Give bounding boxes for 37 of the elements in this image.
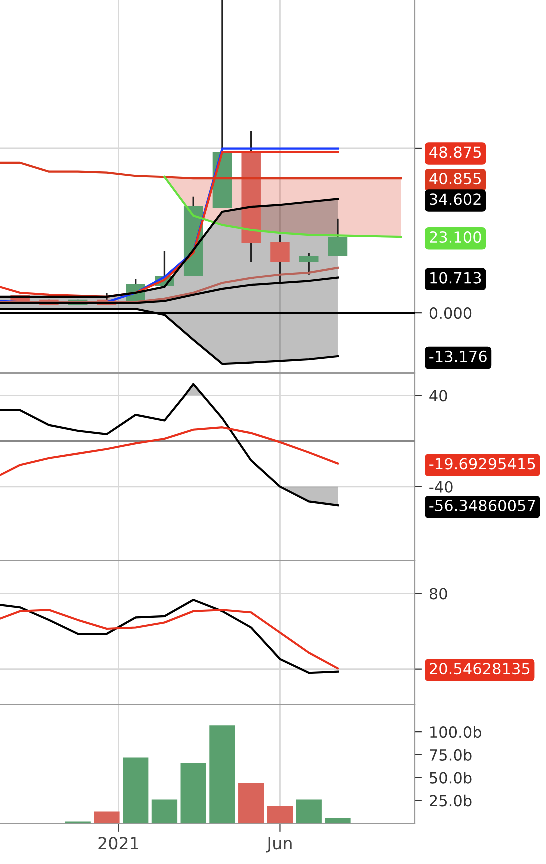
y-tick-label: 50.0b [430, 772, 472, 784]
y-tick-label: 25.0b [430, 794, 472, 807]
y-tick-label: 80 [430, 588, 448, 600]
y-tick-label: 40.855 [430, 173, 482, 185]
candlestick [328, 218, 348, 257]
y-tick-label: -40 [430, 481, 453, 493]
line-series [0, 383, 340, 507]
y-tick-label: 40 [430, 390, 448, 402]
candlestick [299, 252, 319, 276]
x-tick-label: Jun [266, 837, 292, 853]
line-series [0, 609, 340, 670]
y-tick-label: -13.176 [430, 350, 487, 362]
y-tick-label: 34.602 [430, 194, 481, 206]
y-tick-label: -56.34860057 [430, 500, 536, 512]
y-tick-label: 75.0b [430, 749, 472, 761]
y-tick-label: 48.875 [430, 146, 482, 158]
y-tick-label: 100.0b [430, 726, 482, 738]
bar [210, 726, 236, 824]
y-tick-label: -19.69295415 [430, 458, 536, 470]
bar [94, 812, 120, 824]
bar [325, 818, 351, 824]
line-series [0, 276, 340, 304]
line-series [0, 599, 340, 674]
line-series [0, 426, 340, 477]
bar [238, 783, 264, 824]
bar [123, 758, 149, 824]
bar [267, 806, 294, 824]
x-tick-label: 2021 [98, 837, 138, 850]
line-series [0, 162, 402, 180]
y-tick-label: 10.713 [430, 272, 482, 284]
y-tick-label: 23.100 [430, 232, 482, 244]
y-tick-label: 20.54628135 [430, 663, 530, 675]
candlestick [270, 234, 290, 284]
bar [296, 800, 322, 824]
bar [152, 800, 178, 824]
bar [180, 763, 206, 824]
y-tick-label: 0.000 [430, 308, 472, 320]
